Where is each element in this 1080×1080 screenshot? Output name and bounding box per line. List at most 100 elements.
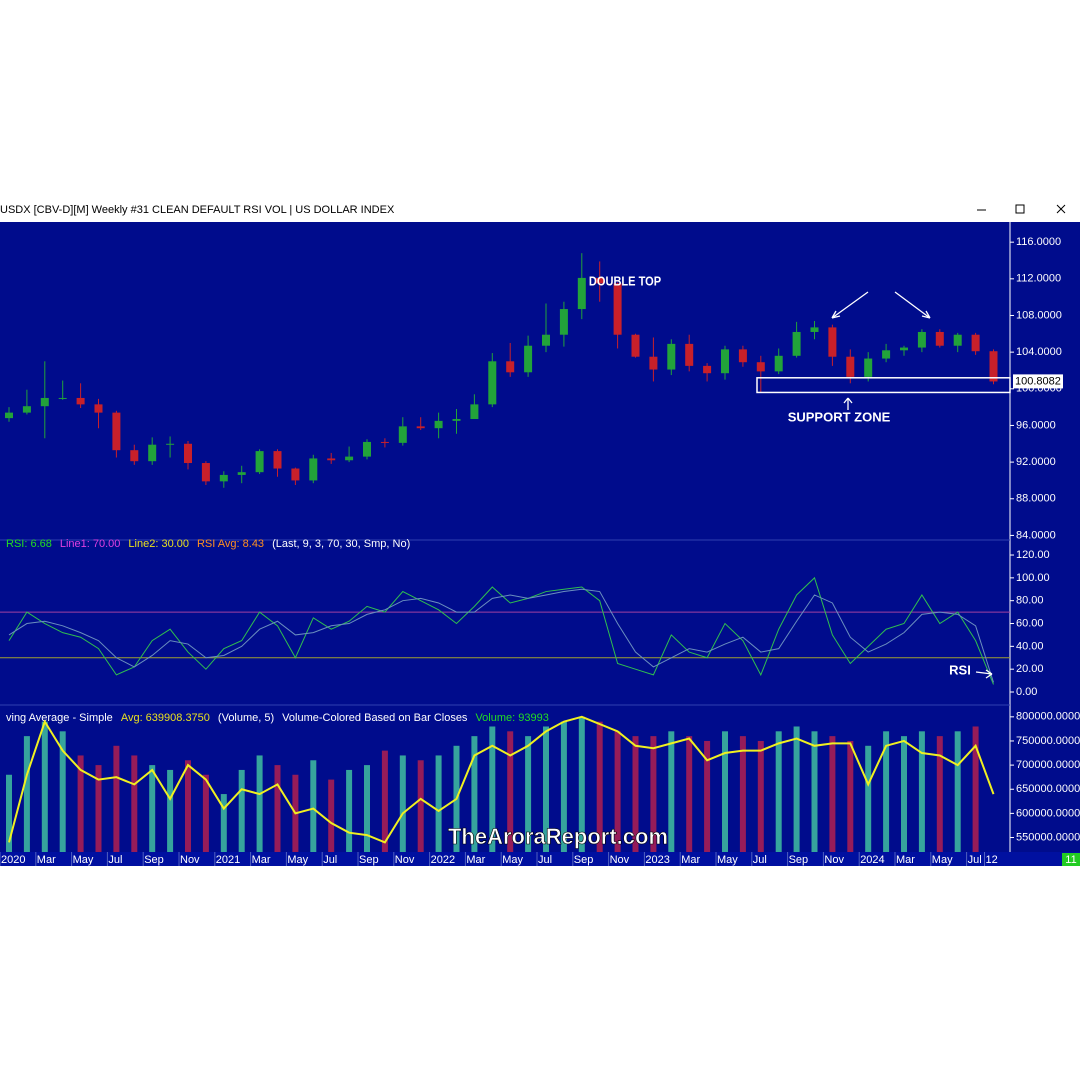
arrow (975, 669, 993, 679)
candle-body (828, 327, 837, 357)
x-tick-label: 2022 (431, 854, 455, 866)
volume-bar (578, 716, 585, 852)
legend-entry: (Volume, 5) (218, 712, 274, 724)
candle-body (58, 397, 67, 399)
volume-bar (793, 726, 800, 852)
volume-bar (650, 736, 657, 852)
y-tick-label: 750000.0000 (1016, 735, 1080, 747)
volume-bar (417, 760, 424, 852)
candle-body (112, 412, 121, 451)
x-tick-label: Mar (37, 854, 56, 866)
volume-bar (364, 765, 370, 852)
volume-bar (918, 731, 925, 852)
x-tick-label: Jul (323, 854, 337, 866)
x-tick-label: May (502, 854, 523, 866)
volume-bar (328, 779, 335, 852)
legend-entry: RSI: 6.68 (6, 538, 52, 550)
x-tick-label: Nov (824, 854, 844, 866)
candle-body (148, 444, 157, 462)
candle-body (434, 420, 443, 429)
maximize-button[interactable] (1015, 204, 1025, 214)
volume-bar (525, 736, 532, 852)
x-tick-label: Sep (789, 854, 809, 866)
candle-body (631, 334, 640, 357)
x-tick-label: Jul (538, 854, 552, 866)
x-tick-label: Nov (395, 854, 415, 866)
x-tick-label: 2020 (1, 854, 25, 866)
candle-body (721, 349, 729, 374)
candle-body (882, 350, 891, 359)
volume-bar (936, 736, 943, 852)
volume-bar (560, 721, 567, 852)
annotation: RSI (949, 662, 971, 677)
candle-body (738, 349, 747, 363)
y-tick-label: 88.0000 (1016, 493, 1056, 505)
volume-bar (346, 769, 353, 852)
volume-bar (41, 721, 48, 852)
legend-entry: Volume: 93993 (475, 712, 548, 724)
x-tick-label: Mar (466, 854, 485, 866)
y-tick-label: 100.00 (1016, 572, 1050, 584)
candle-body (649, 356, 658, 370)
volume-bar (399, 755, 406, 852)
watermark: TheAroraReport.com (448, 824, 668, 849)
y-tick-label: 20.00 (1016, 663, 1044, 675)
x-tick-label: May (932, 854, 953, 866)
chart-background (0, 222, 1080, 866)
volume-bar (829, 736, 836, 852)
y-tick-label: 120.00 (1016, 549, 1050, 561)
y-tick-label: 600000.0000 (1016, 807, 1080, 819)
annotation: DOUBLE TOP (589, 274, 661, 289)
volume-bar (507, 731, 514, 852)
arrow (843, 397, 853, 410)
candle-body (166, 443, 175, 445)
candle-body (201, 463, 210, 482)
rsi-line (8, 576, 994, 685)
volume-bar (77, 755, 84, 852)
candle-body (595, 277, 604, 284)
legend-entry: Avg: 639908.3750 (121, 712, 210, 724)
candle-body (452, 419, 461, 421)
volume-bar (847, 740, 854, 852)
x-tick-label: Mar (252, 854, 271, 866)
x-tick-label: Mar (681, 854, 700, 866)
status-text: 11 (1065, 854, 1076, 866)
volume-bar (274, 765, 281, 852)
volume-bar (113, 745, 120, 852)
candle-body (94, 404, 103, 413)
volume-bar (220, 794, 227, 852)
candle-body (667, 343, 676, 370)
volume-bar (381, 750, 388, 852)
volume-bar (757, 740, 764, 852)
volume-bar (202, 774, 209, 852)
candle-body (864, 358, 873, 377)
x-axis-band (0, 852, 1080, 866)
volume-bar (471, 736, 478, 852)
volume-bar (543, 726, 549, 852)
x-tick-label: 12 (986, 854, 998, 866)
y-tick-label: 116.0000 (1016, 236, 1061, 248)
candle-body (756, 362, 765, 372)
y-tick-label: 650000.0000 (1016, 783, 1080, 795)
candle-body (577, 277, 586, 310)
y-tick-label: 80.00 (1016, 595, 1044, 607)
volume-bar (632, 736, 639, 852)
y-tick-label: 104.0000 (1016, 346, 1062, 358)
volume-bar (238, 769, 245, 852)
volume-bar (668, 731, 675, 852)
candle-body (219, 474, 228, 482)
volume-bar (722, 731, 728, 852)
candle-body (237, 472, 246, 475)
volume-bar (596, 721, 603, 852)
x-tick-label: Mar (896, 854, 915, 866)
candle-body (989, 351, 998, 382)
x-tick-label: Sep (144, 854, 164, 866)
candle-body (5, 412, 13, 419)
volume-bar (775, 731, 782, 852)
legend-entry: Line2: 30.00 (128, 538, 189, 550)
volume-bar (256, 755, 263, 852)
candle-body (273, 451, 282, 469)
close-button[interactable] (1056, 204, 1066, 214)
volume-bar (739, 736, 746, 852)
